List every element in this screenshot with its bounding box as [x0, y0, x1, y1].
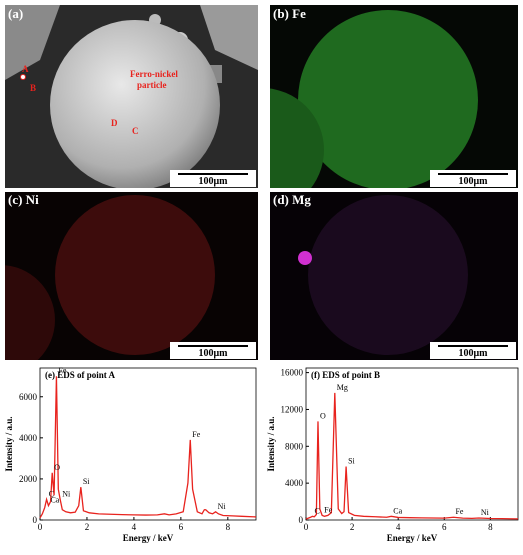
x-tick-label: 4 [396, 522, 401, 532]
scale-bar-label: 100μm [459, 348, 489, 359]
plot-frame [39, 367, 257, 521]
peak-label: O [320, 411, 326, 420]
point-label: B [30, 83, 36, 93]
point-label: A [22, 64, 29, 74]
plot-frame [305, 367, 519, 521]
peak-label: Si [83, 477, 90, 486]
panel-label: (c) Ni [8, 192, 39, 207]
y-tick-label: 0 [33, 515, 38, 525]
chart-title: (e) EDS of point A [45, 370, 116, 380]
x-tick-label: 4 [132, 522, 137, 532]
y-axis-title: Intensity / a.u. [266, 416, 276, 471]
peak-label: Ca [393, 506, 402, 515]
peak-label: C [314, 506, 319, 515]
peak-label: Fe [324, 505, 332, 514]
y-tick-label: 2000 [19, 474, 38, 484]
x-axis-title: Energy / keV [123, 533, 174, 543]
peak-label: Fe [455, 507, 463, 516]
scale-bar-label: 100μm [459, 176, 489, 187]
peak-label: O [54, 463, 60, 472]
peak-label: Si [348, 457, 355, 466]
panel-label: (b) Fe [273, 6, 306, 21]
peak-label: C [49, 489, 54, 498]
x-tick-label: 8 [488, 522, 493, 532]
chart-title: (f) EDS of point B [311, 370, 380, 380]
peak-label: Ni [62, 489, 71, 498]
scale-bar-label: 100μm [199, 176, 229, 187]
y-tick-label: 12000 [281, 404, 304, 414]
panel-d [270, 192, 518, 360]
x-tick-label: 0 [304, 522, 309, 532]
y-tick-label: 6000 [19, 392, 38, 402]
peak-label: Mg [337, 383, 348, 392]
x-tick-label: 6 [442, 522, 447, 532]
peak-label: Fe [192, 430, 200, 439]
particle-label: Ferro-nickel [130, 69, 178, 79]
peak-label: Ni [218, 502, 227, 511]
panel-b [270, 5, 518, 188]
y-tick-label: 16000 [281, 368, 304, 378]
x-axis-title: Energy / keV [387, 533, 438, 543]
peak-label: Ca [50, 496, 59, 505]
panel-a [5, 5, 258, 188]
panel-label: (a) [8, 6, 23, 21]
particle-label: particle [137, 80, 167, 90]
x-tick-label: 8 [226, 522, 231, 532]
x-tick-label: 0 [38, 522, 43, 532]
spectrum-line [39, 376, 257, 519]
spectrum-line [305, 392, 519, 520]
point-label: C [132, 126, 139, 136]
point-label: D [111, 118, 118, 128]
y-tick-label: 0 [299, 515, 304, 525]
x-tick-label: 2 [85, 522, 90, 532]
peak-label: Ni [481, 508, 490, 517]
peak-label: Fe [58, 366, 66, 375]
panel-c [5, 192, 258, 360]
scale-bars: 100μm 100μm 100μm 100μm [170, 170, 516, 359]
y-tick-label: 8000 [285, 441, 304, 451]
y-tick-label: 4000 [19, 433, 38, 443]
scale-bar-label: 100μm [199, 348, 229, 359]
panel-label: (d) Mg [273, 192, 311, 207]
y-axis-title: Intensity / a.u. [4, 416, 14, 471]
y-tick-label: 4000 [285, 478, 304, 488]
x-tick-label: 6 [179, 522, 184, 532]
x-tick-label: 2 [350, 522, 355, 532]
